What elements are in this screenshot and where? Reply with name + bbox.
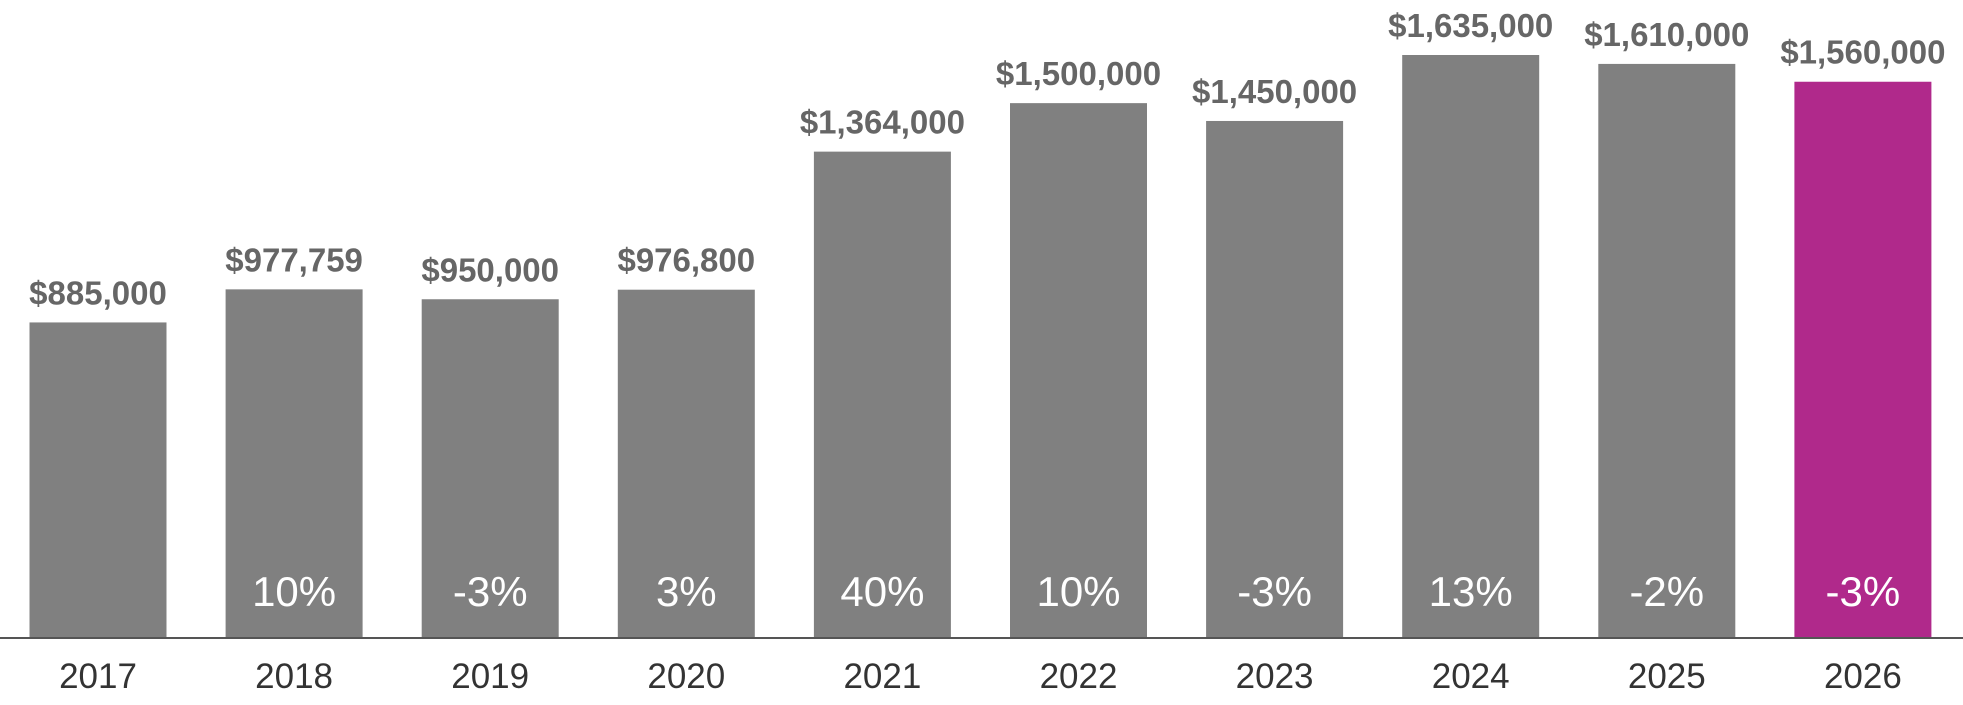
change-label-2023: -3% xyxy=(1237,568,1312,615)
value-label-2020: $976,800 xyxy=(617,242,755,279)
bar-2018 xyxy=(225,289,363,638)
bar-2021 xyxy=(813,151,951,638)
x-tick-label-2019: 2019 xyxy=(451,657,529,696)
bar-2019 xyxy=(421,299,559,638)
x-tick-label-2024: 2024 xyxy=(1432,657,1510,696)
change-label-2020: 3% xyxy=(656,568,717,615)
x-tick-label-2025: 2025 xyxy=(1628,657,1706,696)
value-label-2022: $1,500,000 xyxy=(996,55,1161,92)
bars-layer xyxy=(29,55,1932,639)
value-label-2026: $1,560,000 xyxy=(1780,34,1945,71)
change-label-2022: 10% xyxy=(1036,568,1120,615)
bar-2025 xyxy=(1598,63,1736,639)
value-label-2025: $1,610,000 xyxy=(1584,16,1749,53)
bar-2026 xyxy=(1794,81,1932,639)
change-label-2021: 40% xyxy=(840,568,924,615)
value-label-2018: $977,759 xyxy=(225,241,363,278)
x-tick-label-2017: 2017 xyxy=(59,657,137,696)
x-tick-label-2021: 2021 xyxy=(843,657,921,696)
x-tick-label-2026: 2026 xyxy=(1824,657,1902,696)
bar-2022 xyxy=(1010,103,1147,638)
change-label-2018: 10% xyxy=(252,568,336,615)
x-tick-label-2018: 2018 xyxy=(255,657,333,696)
bar-2023 xyxy=(1206,120,1344,638)
change-label-2026: -3% xyxy=(1826,568,1901,615)
value-label-2024: $1,635,000 xyxy=(1388,7,1553,44)
change-label-2025: -2% xyxy=(1629,568,1704,615)
change-label-2019: -3% xyxy=(453,568,528,615)
labels-layer: $885,000 2017 $977,759 10% 2018 $950,000 -3% 20… xyxy=(29,7,1945,696)
bar-2024 xyxy=(1402,55,1540,638)
value-label-2023: $1,450,000 xyxy=(1192,73,1357,110)
value-label-2021: $1,364,000 xyxy=(800,104,965,141)
bar-2017 xyxy=(29,322,167,638)
x-tick-label-2020: 2020 xyxy=(647,657,725,696)
value-label-2017: $885,000 xyxy=(29,274,167,311)
bar-2020 xyxy=(617,289,755,638)
x-tick-label-2022: 2022 xyxy=(1040,657,1118,696)
x-tick-label-2023: 2023 xyxy=(1236,657,1314,696)
value-label-2019: $950,000 xyxy=(421,251,559,288)
change-label-2024: 13% xyxy=(1429,568,1513,615)
